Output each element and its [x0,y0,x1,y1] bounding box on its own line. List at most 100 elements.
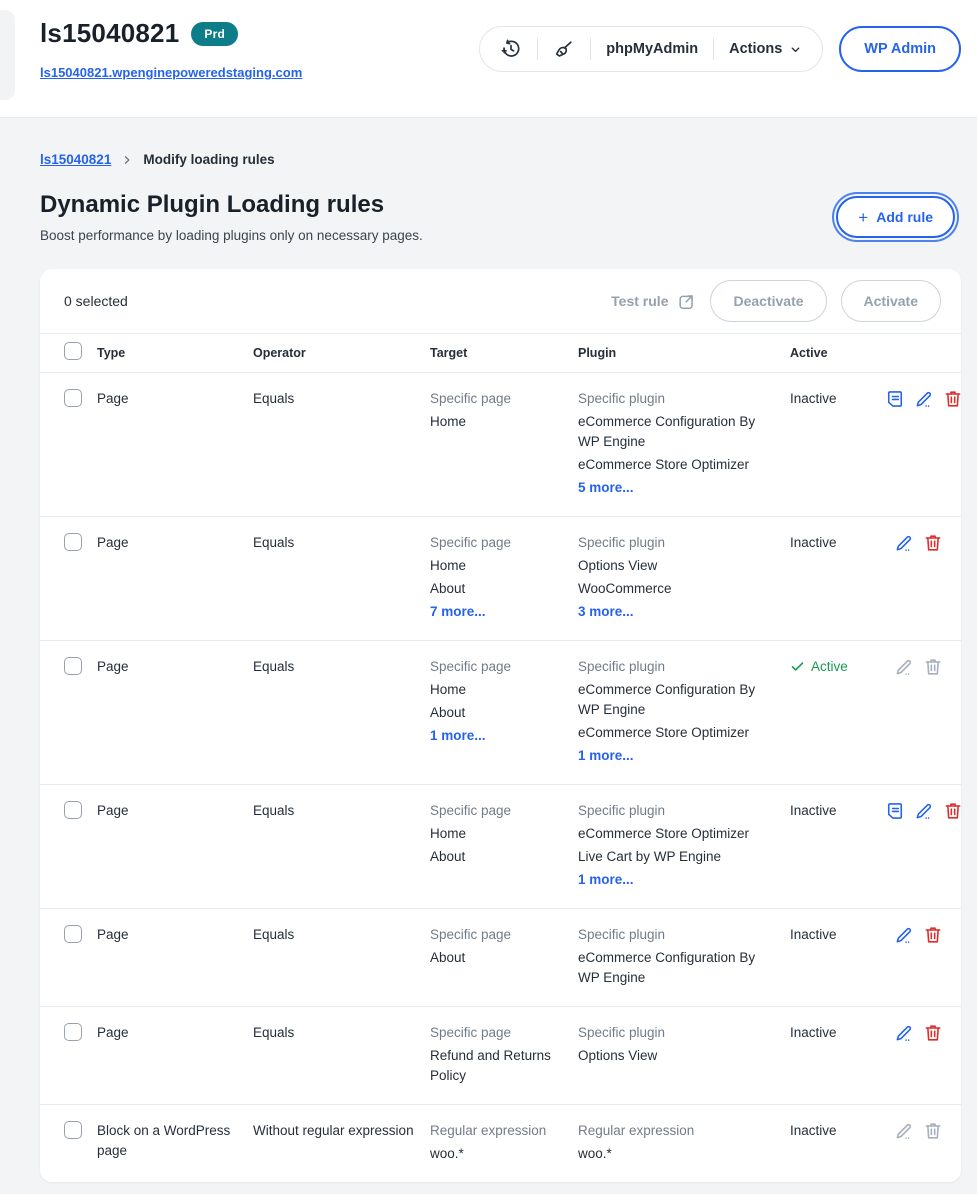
column-header-active: Active [790,346,828,360]
plugin-kind-label: Specific plugin [578,659,666,674]
toolbar-divider [713,38,715,60]
row-actions [885,389,961,498]
status-cell: Inactive [790,1121,885,1164]
activate-button[interactable]: Activate [840,280,941,322]
edit-rule-pencil-icon[interactable] [894,925,914,945]
status-cell: Inactive [790,925,885,988]
view-rule-document-icon[interactable] [885,389,905,409]
edit-rule-pencil-icon[interactable] [894,533,914,553]
rules-table-body: Page Equals Specific page Home Specific … [40,373,961,1182]
cell-value: Home [430,558,467,573]
table-header-row: Type Operator Target Plugin Active [40,333,961,373]
target-kind-label: Specific page [430,391,512,406]
row-actions [885,533,961,622]
delete-rule-trash-icon[interactable] [943,801,961,821]
row-target: Specific page Home About [430,801,578,890]
column-header-operator: Operator [253,346,306,360]
edit-rule-pencil-icon[interactable] [914,801,934,821]
status-text: Inactive [790,1123,837,1138]
target-kind-label: Specific page [430,927,512,942]
edit-rule-pencil-icon[interactable] [894,1121,914,1141]
toolbar-divider [590,38,592,60]
plugin-kind-label: Specific plugin [578,391,666,406]
rules-card: 0 selected Test rule Deactivate Activate [40,269,961,1182]
row-checkbox[interactable] [64,389,82,407]
target-more-link[interactable]: 1 more... [430,728,486,743]
view-rule-document-icon[interactable] [885,801,905,821]
plugin-kind-label: Regular expression [578,1123,695,1138]
cell-value: Home [430,414,467,429]
row-checkbox[interactable] [64,801,82,819]
quick-actions-toolbar: phpMyAdmin Actions [479,26,824,72]
row-checkbox[interactable] [64,1023,82,1041]
cell-value: eCommerce Store Optimizer [578,457,750,472]
wp-admin-button[interactable]: WP Admin [839,26,961,72]
delete-rule-trash-icon[interactable] [923,657,943,677]
row-target: Specific page Refund and Returns Policy [430,1023,578,1086]
clear-cache-broom-icon[interactable] [553,38,575,60]
plugin-more-link[interactable]: 3 more... [578,604,634,619]
row-operator: Equals [253,803,295,818]
cell-value: Live Cart by WP Engine [578,849,722,864]
breadcrumb-root-link[interactable]: ls15040821 [40,152,112,167]
edit-rule-pencil-icon[interactable] [914,389,934,409]
delete-rule-trash-icon[interactable] [923,533,943,553]
breadcrumb-current: Modify loading rules [143,152,275,167]
row-checkbox[interactable] [64,925,82,943]
status-text: Active [811,659,848,674]
row-plugin: Specific plugin eCommerce Configuration … [578,657,790,766]
row-type: Page [97,927,129,942]
row-checkbox[interactable] [64,533,82,551]
toolbar-divider [537,38,539,60]
cell-value: eCommerce Store Optimizer [578,725,750,740]
select-all-checkbox[interactable] [64,341,82,360]
delete-rule-trash-icon[interactable] [943,389,961,409]
test-rule-button[interactable]: Test rule [611,292,696,311]
row-checkbox[interactable] [64,1121,82,1139]
edit-rule-pencil-icon[interactable] [894,1023,914,1043]
cell-value: eCommerce Configuration By WP Engine [578,414,756,449]
target-more-link[interactable]: 7 more... [430,604,486,619]
add-rule-button[interactable]: + Add rule [836,196,955,238]
row-plugin: Specific plugin Options View WooCommerce … [578,533,790,622]
row-target: Specific page About [430,925,578,988]
cell-value: About [430,950,466,965]
row-actions [885,1121,961,1164]
cell-value: About [430,705,466,720]
status-text: Inactive [790,535,837,550]
status-cell: Inactive [790,1023,885,1086]
row-type: Page [97,659,129,674]
cell-value: About [430,581,466,596]
page-content: ls15040821 Modify loading rules Dynamic … [0,118,977,1194]
deactivate-button[interactable]: Deactivate [710,280,827,322]
chevron-down-icon [789,43,802,56]
backup-history-icon[interactable] [500,38,522,60]
site-header: ls15040821 Prd ls15040821.wpenginepowere… [0,0,977,118]
target-kind-label: Regular expression [430,1123,547,1138]
row-target: Regular expression woo.* [430,1121,578,1164]
delete-rule-trash-icon[interactable] [923,1121,943,1141]
table-row: Page Equals Specific page Refund and Ret… [40,1007,961,1105]
delete-rule-trash-icon[interactable] [923,925,943,945]
row-plugin: Specific plugin Options View [578,1023,790,1086]
column-header-target: Target [430,346,468,360]
table-row: Page Equals Specific page Home About Spec… [40,785,961,909]
phpmyadmin-button[interactable]: phpMyAdmin [606,41,699,57]
row-type: Block on a WordPress page [97,1123,231,1158]
actions-dropdown[interactable]: Actions [729,41,802,57]
row-operator: Equals [253,391,295,406]
cell-value: Home [430,826,467,841]
cell-value: Options View [578,1048,658,1063]
plugin-kind-label: Specific plugin [578,927,666,942]
plugin-more-link[interactable]: 5 more... [578,480,634,495]
edit-rule-pencil-icon[interactable] [894,657,914,677]
row-target: Specific page Home About 7 more... [430,533,578,622]
row-operator: Equals [253,927,295,942]
rules-toolbar: 0 selected Test rule Deactivate Activate [40,269,961,333]
row-checkbox[interactable] [64,657,82,675]
external-link-icon [677,292,696,311]
site-url-link[interactable]: ls15040821.wpenginepoweredstaging.com [40,65,303,80]
plugin-more-link[interactable]: 1 more... [578,748,634,763]
plugin-more-link[interactable]: 1 more... [578,872,634,887]
delete-rule-trash-icon[interactable] [923,1023,943,1043]
